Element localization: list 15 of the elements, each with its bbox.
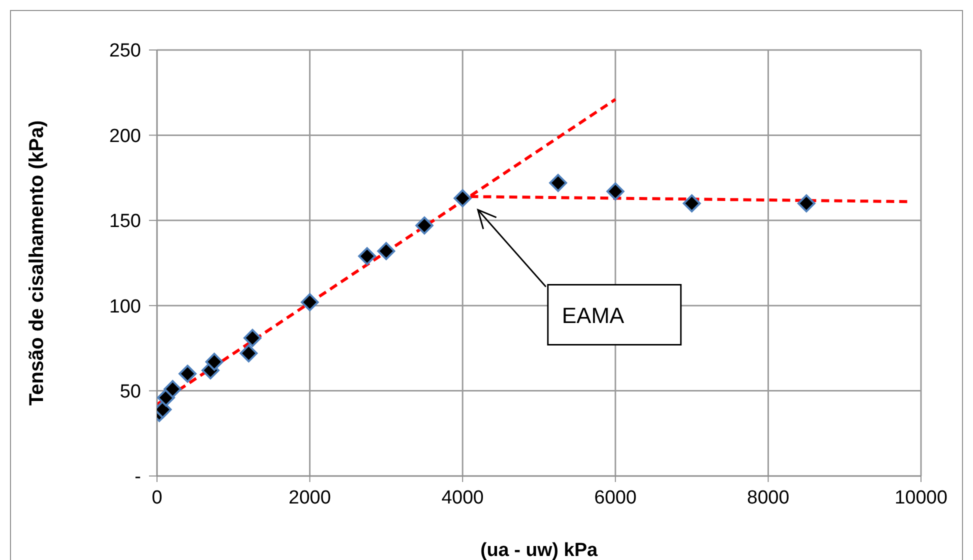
y-tick-label: 250	[109, 40, 141, 62]
annotation: EAMA	[562, 302, 625, 328]
x-tick-label: 8000	[747, 487, 790, 508]
y-tick-label: -	[134, 466, 141, 488]
x-tick-label: 0	[152, 487, 162, 508]
x-tick-label: 2000	[288, 487, 331, 508]
x-tick-label: 6000	[594, 487, 637, 508]
y-tick-label: 50	[120, 382, 141, 403]
y-tick-label: 200	[109, 126, 141, 147]
y-tick-label: 100	[109, 296, 141, 318]
x-tick-label: 10000	[894, 487, 948, 508]
y-tick-label: 150	[109, 211, 141, 232]
y-axis-title: Tensão de cisalhamento (kPa)	[26, 120, 48, 406]
x-axis-title: (ua - uw) kPa	[480, 540, 598, 560]
x-tick-label: 4000	[441, 487, 484, 508]
